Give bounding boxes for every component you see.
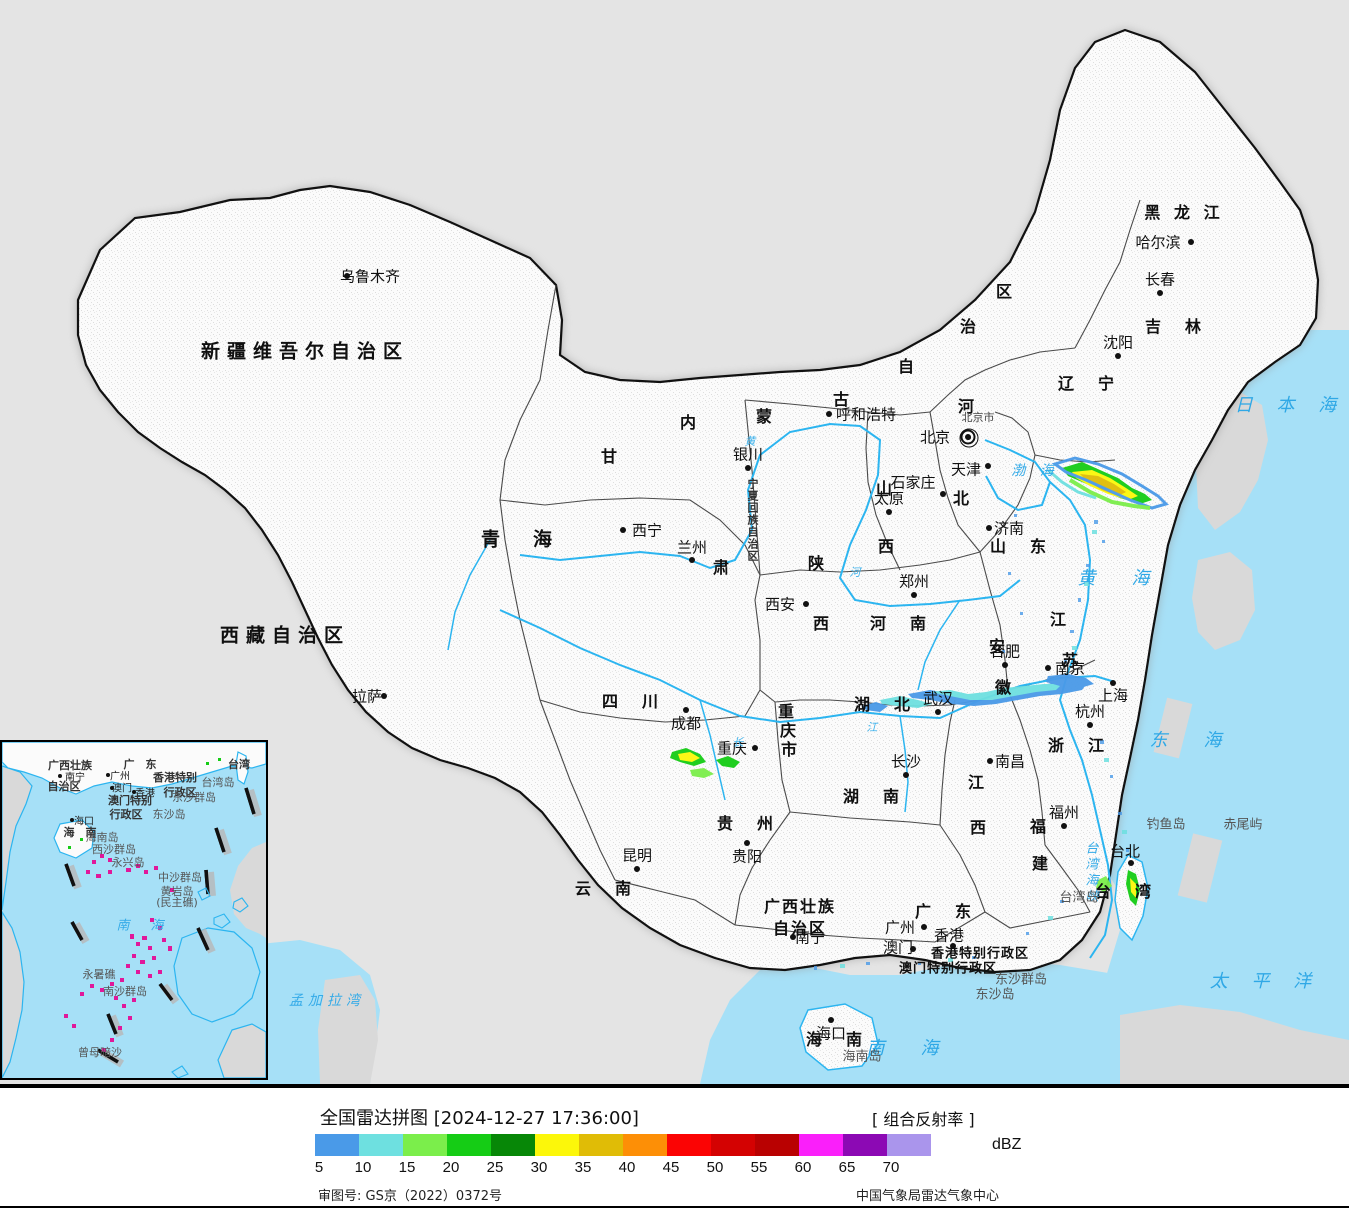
- hainan-island: [799, 1003, 879, 1071]
- map-approval-number: 审图号: GS京（2022）0372号: [318, 1189, 503, 1204]
- dbz-tick-55: 55: [750, 1159, 768, 1176]
- dbz-swatch-5: [315, 1134, 359, 1156]
- dbz-swatch-65: [843, 1134, 887, 1156]
- inset-graphic: [2, 742, 266, 1078]
- inset-city-marker-0: [58, 774, 62, 778]
- city-marker-8: [1115, 353, 1121, 359]
- map-graphic: [76, 28, 1349, 1084]
- radar-echo-layer: [670, 456, 1169, 970]
- city-marker-14: [911, 592, 917, 598]
- city-marker-2: [620, 527, 626, 533]
- city-marker-17: [1045, 665, 1051, 671]
- echo-taiwan: [1096, 870, 1140, 906]
- city-marker-27: [1061, 823, 1067, 829]
- organization-label: 中国气象局雷达气象中心: [855, 1189, 999, 1204]
- city-marker-19: [1087, 722, 1093, 728]
- inset-city-marker-4: [70, 818, 74, 822]
- city-marker-25: [744, 840, 750, 846]
- echo-bohai: [1047, 456, 1169, 510]
- footer-panel: 全国雷达拼图 [2024-12-27 17:36:00] [ 组合反射率 ] d…: [0, 1086, 1349, 1208]
- product-title: 全国雷达拼图 [2024-12-27 17:36:00]: [320, 1108, 639, 1129]
- dbz-tick-45: 45: [662, 1159, 680, 1176]
- city-marker-3: [689, 557, 695, 563]
- city-marker-33: [828, 1017, 834, 1023]
- rivers: [447, 422, 1116, 813]
- echo-offshore: [814, 514, 1129, 970]
- dbz-tick-15: 15: [398, 1159, 416, 1176]
- dbz-swatch-25: [491, 1134, 535, 1156]
- dbz-tick-10: 10: [354, 1159, 372, 1176]
- dbz-tick-40: 40: [618, 1159, 636, 1176]
- south-china-sea-inset[interactable]: 广西壮族 自治区 南宁广 东广州 香港特别 行政区 澳门 香港 澳门特别 行政区 台湾 台湾岛 东沙群…: [0, 740, 268, 1080]
- coastlines: [984, 439, 1114, 959]
- city-marker-21: [683, 707, 689, 713]
- city-marker-10: [985, 463, 991, 469]
- inset-city-marker-3: [110, 786, 114, 790]
- dbz-color-scale: [315, 1134, 931, 1156]
- china-landmass: [76, 28, 1320, 974]
- capital-marker-beijing: [959, 428, 979, 448]
- city-marker-26: [634, 866, 640, 872]
- dbz-swatch-70: [887, 1134, 931, 1156]
- dbz-swatch-50: [711, 1134, 755, 1156]
- dbz-tick-35: 35: [574, 1159, 592, 1176]
- city-marker-30: [950, 943, 956, 949]
- dbz-unit-label: dBZ: [992, 1136, 1022, 1153]
- city-marker-18: [1110, 680, 1116, 686]
- dbz-tick-70: 70: [882, 1159, 900, 1176]
- dbz-tick-20: 20: [442, 1159, 460, 1176]
- city-marker-32: [1128, 860, 1134, 866]
- dbz-swatch-40: [623, 1134, 667, 1156]
- city-marker-4: [745, 465, 751, 471]
- city-marker-15: [803, 601, 809, 607]
- inset-city-marker-1: [106, 773, 110, 777]
- dbz-swatch-60: [799, 1134, 843, 1156]
- dbz-swatch-35: [579, 1134, 623, 1156]
- city-marker-1: [381, 693, 387, 699]
- product-mode: [ 组合反射率 ]: [872, 1110, 975, 1129]
- city-marker-20: [935, 709, 941, 715]
- dbz-swatch-30: [535, 1134, 579, 1156]
- echo-sichuan: [670, 748, 740, 778]
- province-boundaries: [499, 199, 1141, 943]
- dbz-swatch-15: [403, 1134, 447, 1156]
- city-marker-28: [790, 934, 796, 940]
- map-panel[interactable]: 新疆维吾尔自治区 西藏自治区青 海甘肃内蒙古自治区黑 龙 江吉 林辽 宁河北山西山…: [0, 0, 1349, 1086]
- city-marker-11: [940, 491, 946, 497]
- echo-coastal: [840, 530, 1127, 968]
- dbz-swatch-55: [755, 1134, 799, 1156]
- dbz-swatch-10: [359, 1134, 403, 1156]
- city-marker-31: [910, 946, 916, 952]
- dbz-tick-65: 65: [838, 1159, 856, 1176]
- dbz-tick-30: 30: [530, 1159, 548, 1176]
- dbz-tick-labels: 5 10 15 20 25 30 35 40 45 50 55 60 65 70: [315, 1159, 1015, 1179]
- echo-yangtze: [862, 674, 1094, 712]
- city-marker-7: [1157, 290, 1163, 296]
- city-marker-0: [344, 273, 350, 279]
- city-marker-13: [986, 525, 992, 531]
- dbz-tick-60: 60: [794, 1159, 812, 1176]
- dbz-swatch-20: [447, 1134, 491, 1156]
- city-marker-23: [903, 772, 909, 778]
- city-marker-29: [921, 924, 927, 930]
- city-marker-12: [886, 509, 892, 515]
- city-marker-24: [987, 758, 993, 764]
- city-marker-22: [752, 745, 758, 751]
- dbz-tick-50: 50: [706, 1159, 724, 1176]
- city-marker-6: [1188, 239, 1194, 245]
- dbz-swatch-45: [667, 1134, 711, 1156]
- dbz-tick-5: 5: [314, 1159, 324, 1176]
- dbz-tick-25: 25: [486, 1159, 504, 1176]
- inset-city-marker-2: [132, 790, 136, 794]
- city-marker-16: [1002, 662, 1008, 668]
- city-marker-5: [826, 411, 832, 417]
